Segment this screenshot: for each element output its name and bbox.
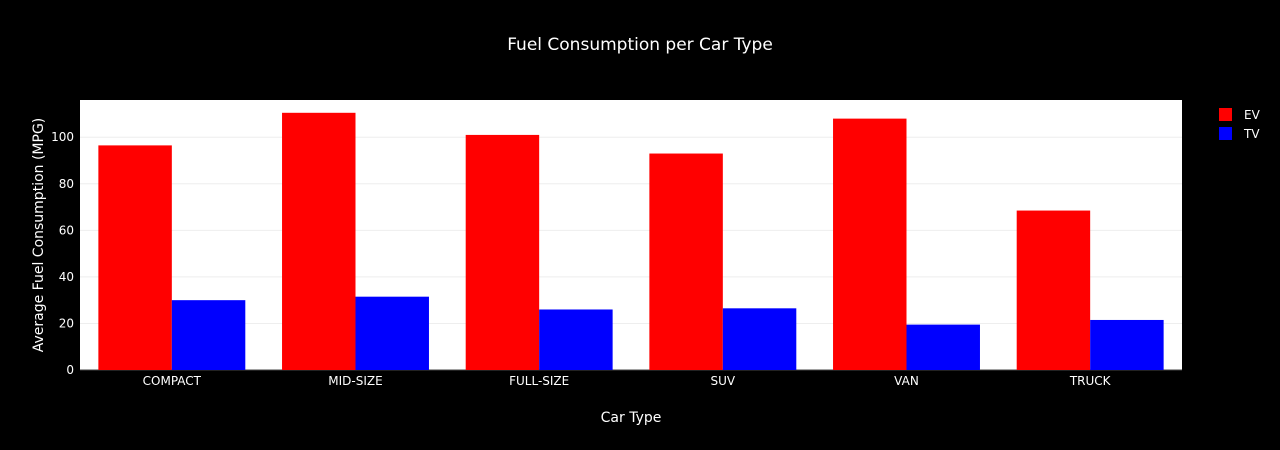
y-axis-title: Average Fuel Consumption (MPG) [31, 118, 47, 353]
legend-label: EV [1244, 108, 1261, 122]
plot-area [80, 100, 1182, 370]
legend[interactable]: EV TV [1219, 108, 1261, 141]
legend-swatch [1219, 127, 1232, 140]
x-tick-label: MID-SIZE [328, 374, 382, 388]
bar-tv-van[interactable] [906, 324, 980, 370]
bar-tv-suv[interactable] [722, 308, 797, 370]
bar-ev-truck[interactable] [1016, 210, 1091, 370]
x-tick-label: TRUCK [1069, 374, 1112, 388]
x-tick-label: FULL-SIZE [509, 374, 569, 388]
chart-title: Fuel Consumption per Car Type [507, 35, 773, 55]
x-axis-title: Car Type [601, 410, 662, 426]
y-tick-label: 40 [59, 270, 74, 284]
bar-ev-compact[interactable] [98, 145, 172, 370]
legend-item-tv[interactable]: TV [1219, 127, 1260, 141]
legend-swatch [1219, 108, 1232, 121]
grid-lines [80, 136, 1182, 371]
bar-ev-suv[interactable] [649, 153, 723, 370]
y-tick-label: 100 [51, 130, 74, 144]
x-tick-label: VAN [894, 374, 919, 388]
x-tick-label: SUV [711, 374, 736, 388]
y-tick-label: 80 [59, 177, 74, 191]
y-tick-label: 20 [59, 316, 74, 330]
x-axis-ticks: COMPACT MID-SIZE FULL-SIZE SUV VAN TRUCK [143, 374, 1112, 388]
x-tick-label: COMPACT [143, 374, 202, 388]
bar-ev-mid-size[interactable] [282, 112, 356, 370]
bar-ev-van[interactable] [833, 118, 907, 370]
legend-label: TV [1243, 127, 1260, 141]
bars [98, 112, 1164, 370]
bar-ev-full-size[interactable] [465, 134, 540, 370]
bar-tv-compact[interactable] [171, 300, 246, 370]
y-tick-label: 60 [59, 223, 74, 237]
bar-tv-mid-size[interactable] [355, 296, 429, 370]
bar-tv-full-size[interactable] [539, 309, 613, 370]
legend-item-ev[interactable]: EV [1219, 108, 1261, 122]
y-axis-ticks: 0 20 40 60 80 100 [51, 130, 74, 377]
y-tick-label: 0 [66, 363, 74, 377]
bar-tv-truck[interactable] [1090, 319, 1164, 370]
